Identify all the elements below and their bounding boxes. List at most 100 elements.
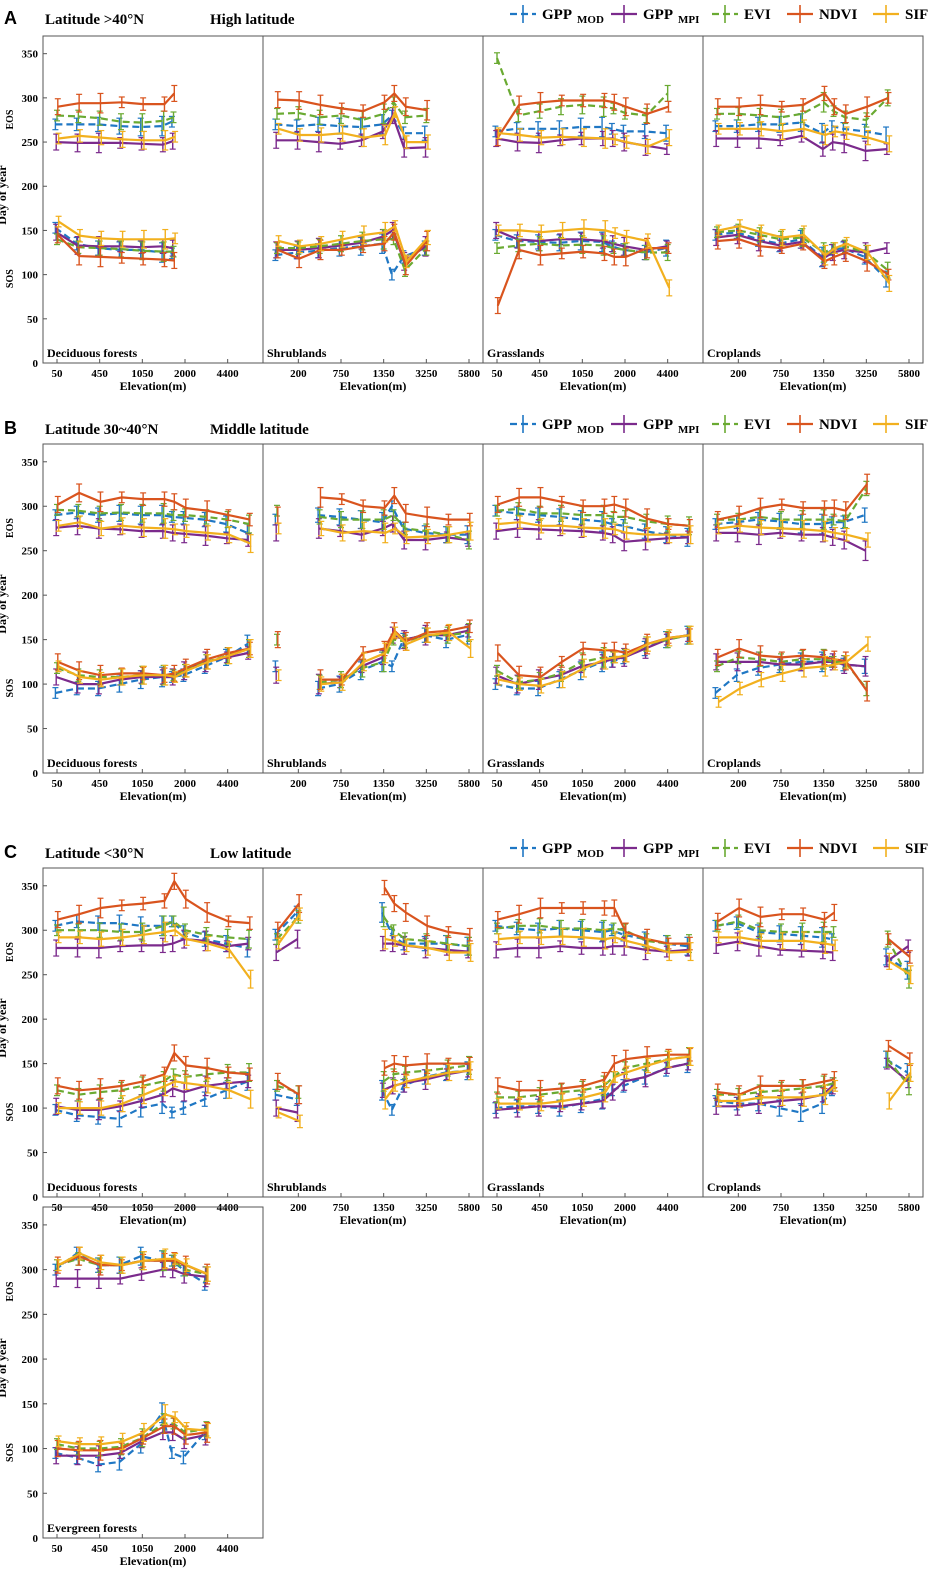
series-line-gpp_mpi-eos (56, 1268, 206, 1280)
legend-subscript: MOD (577, 14, 604, 26)
x-tick-label: 2000 (174, 778, 197, 790)
series-line-evi-eos (496, 924, 689, 945)
y-tick-label: 200 (22, 1354, 39, 1366)
x-tick-label: 200 (290, 778, 307, 790)
series-line-gpp_mpi-sos (496, 1062, 689, 1111)
series-line-sif-eos (58, 929, 252, 980)
x-tick-label: 5800 (898, 778, 921, 790)
series-line-ndvi-sos (320, 625, 471, 681)
x-tick-label: 5800 (458, 778, 481, 790)
series-line-gpp_mod-sos (317, 634, 468, 690)
subplot-shrublands: 200 750 1350 3250 5800 Elevation(m) Shrublands (262, 35, 484, 393)
x-axis-title: Elevation(m) (120, 1554, 187, 1568)
subplot-name: Evergreen forests (47, 1521, 137, 1535)
eos-label: EOS (5, 518, 16, 538)
x-tick-label: 50 (52, 778, 64, 790)
series-line-evi-sos (276, 1064, 470, 1094)
series-line-ndvi-eos (717, 483, 868, 521)
x-tick-label: 3250 (855, 368, 878, 380)
legend-item-gpp-mod: GPP MOD (510, 839, 604, 860)
x-tick-label: 450 (531, 1202, 548, 1214)
series-line-ndvi-sos (717, 238, 890, 276)
x-tick-label: 2000 (174, 1543, 197, 1555)
y-tick-label: 350 (22, 1220, 39, 1232)
series-line-evi-eos (319, 513, 470, 542)
legend-label: NDVI (819, 841, 857, 857)
subplot-name: Croplands (707, 756, 761, 770)
x-tick-label: 200 (730, 778, 747, 790)
series-line-gpp_mod-sos (275, 242, 426, 278)
series-line-sif-sos (58, 1080, 252, 1110)
x-tick-label: 3250 (855, 778, 878, 790)
subplot-name: Shrublands (267, 1180, 327, 1194)
y-axis-title: Day of year (0, 165, 9, 225)
legend-label: GPP (542, 841, 572, 857)
x-tick-label: 1350 (373, 368, 396, 380)
x-tick-label: 4400 (217, 368, 240, 380)
y-tick-label: 250 (22, 137, 39, 149)
x-tick-label: 50 (52, 1543, 64, 1555)
x-tick-label: 450 (91, 368, 108, 380)
series-line-gpp_mpi-eos (56, 524, 249, 542)
series-line-ndvi-sos (277, 1062, 470, 1096)
y-tick-label: 300 (22, 1265, 39, 1277)
eos-label: EOS (5, 109, 16, 129)
y-tick-label: 50 (27, 1488, 39, 1500)
series-line-gpp_mpi-sos (56, 1080, 249, 1111)
x-tick-label: 2000 (614, 1202, 637, 1214)
series-line-ndvi-sos (57, 1425, 208, 1452)
subplot-croplands: 200 750 1350 3250 5800 Elevation(m) Croplands (702, 867, 924, 1227)
series-line-sif-sos (58, 647, 251, 681)
x-axis-title: Elevation(m) (120, 789, 187, 803)
panel-letter: C (4, 842, 17, 862)
x-axis-title: Elevation(m) (780, 379, 847, 393)
series-line-evi-sos (497, 1055, 690, 1099)
series-line-sif-eos (718, 936, 912, 976)
x-tick-label: 5800 (898, 368, 921, 380)
y-axis-title: Day of year (0, 1338, 9, 1398)
x-tick-label: 50 (52, 368, 64, 380)
legend-item-sif: SIF (873, 839, 928, 857)
subplot-croplands: 200 750 1350 3250 5800 Elevation(m) Croplands (702, 443, 924, 803)
series-line-gpp_mod-eos (495, 509, 688, 539)
subplot-name: Deciduous forests (47, 1180, 137, 1194)
series-line-ndvi-sos (57, 647, 251, 677)
series-line-ndvi-eos (57, 879, 250, 925)
y-tick-label: 150 (22, 1059, 39, 1071)
series-line-ndvi-eos (57, 92, 176, 108)
x-tick-label: 1050 (131, 368, 154, 380)
series-line-evi-eos (495, 57, 669, 117)
legend-subscript: MPI (678, 424, 699, 436)
series-line-gpp_mpi-eos (276, 112, 426, 150)
x-tick-label: 750 (773, 778, 790, 790)
series-line-evi-eos (56, 508, 250, 526)
y-tick-label: 300 (22, 93, 39, 105)
legend-label: GPP (542, 7, 572, 23)
legend-item-gpp-mod: GPP MOD (510, 5, 604, 26)
x-tick-label: 4400 (657, 778, 680, 790)
x-tick-label: 50 (492, 368, 504, 380)
x-tick-label: 3250 (415, 778, 438, 790)
x-tick-label: 750 (333, 368, 350, 380)
subplot-name: Shrublands (267, 346, 327, 360)
x-axis-title: Elevation(m) (120, 1213, 187, 1227)
y-tick-label: 100 (22, 1444, 39, 1456)
series-line-sif-sos (57, 220, 176, 241)
panel-subtitle: High latitude (210, 12, 295, 28)
legend-item-sif: SIF (873, 5, 928, 23)
x-tick-label: 450 (91, 778, 108, 790)
series-line-gpp_mpi-eos (496, 527, 689, 543)
series-line-gpp_mpi-eos (716, 134, 887, 153)
y-tick-label: 0 (33, 358, 39, 370)
series-line-evi-sos (277, 238, 428, 273)
subplot-grasslands: 50 450 1050 2000 4400 Elevation(m) Grasslands (482, 443, 704, 803)
subplot-frame (482, 867, 704, 1198)
legend-label: SIF (905, 7, 928, 23)
subplot-frame (262, 867, 484, 1198)
subplot-frame (42, 867, 264, 1198)
x-tick-label: 750 (773, 368, 790, 380)
series-line-gpp_mod-eos (715, 121, 887, 137)
x-tick-label: 3250 (415, 368, 438, 380)
subplot-name: Deciduous forests (47, 346, 137, 360)
series-line-sif-eos (498, 132, 670, 148)
